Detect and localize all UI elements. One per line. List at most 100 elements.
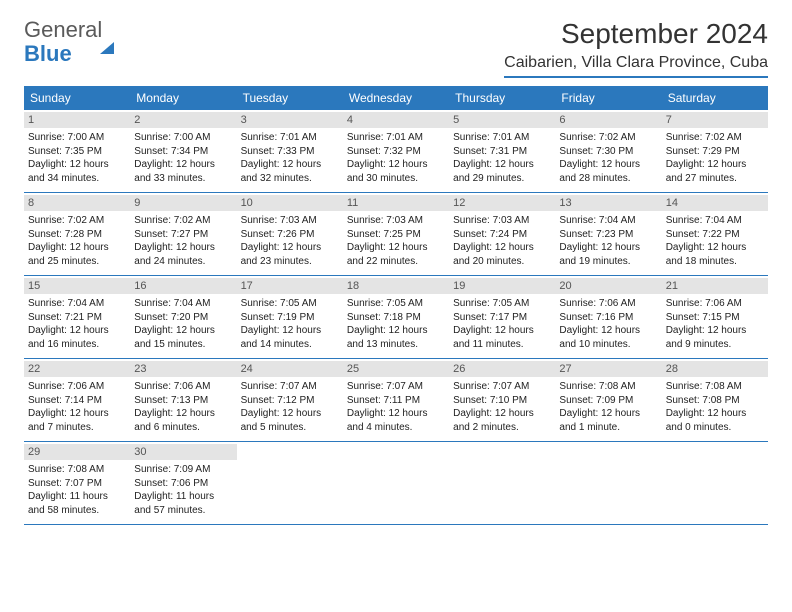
day-day2: and 16 minutes. [28, 338, 126, 352]
day-sunrise: Sunrise: 7:02 AM [559, 131, 657, 145]
day-sunrise: Sunrise: 7:07 AM [241, 380, 339, 394]
day-day2: and 25 minutes. [28, 255, 126, 269]
day-number: 20 [555, 278, 661, 294]
logo-triangle-icon [100, 17, 114, 54]
day-day2: and 33 minutes. [134, 172, 232, 186]
day-day1: Daylight: 12 hours [134, 324, 232, 338]
day-sunrise: Sunrise: 7:06 AM [559, 297, 657, 311]
day-day1: Daylight: 12 hours [559, 241, 657, 255]
day-cell: 14Sunrise: 7:04 AMSunset: 7:22 PMDayligh… [662, 193, 768, 275]
day-number: 16 [130, 278, 236, 294]
day-day1: Daylight: 12 hours [666, 324, 764, 338]
day-number: 10 [237, 195, 343, 211]
day-day2: and 10 minutes. [559, 338, 657, 352]
day-sunset: Sunset: 7:11 PM [347, 394, 445, 408]
day-number: 21 [662, 278, 768, 294]
calendar: SundayMondayTuesdayWednesdayThursdayFrid… [24, 86, 768, 525]
day-number: 11 [343, 195, 449, 211]
day-number: 8 [24, 195, 130, 211]
day-sunrise: Sunrise: 7:00 AM [134, 131, 232, 145]
day-cell: 11Sunrise: 7:03 AMSunset: 7:25 PMDayligh… [343, 193, 449, 275]
day-day1: Daylight: 12 hours [453, 241, 551, 255]
day-day2: and 32 minutes. [241, 172, 339, 186]
day-number: 18 [343, 278, 449, 294]
day-day1: Daylight: 12 hours [347, 241, 445, 255]
day-cell: 5Sunrise: 7:01 AMSunset: 7:31 PMDaylight… [449, 110, 555, 192]
weekday-header: Sunday [24, 86, 130, 110]
day-day2: and 19 minutes. [559, 255, 657, 269]
week-row: 22Sunrise: 7:06 AMSunset: 7:14 PMDayligh… [24, 359, 768, 442]
day-number: 28 [662, 361, 768, 377]
day-number: 19 [449, 278, 555, 294]
day-sunset: Sunset: 7:29 PM [666, 145, 764, 159]
week-row: 8Sunrise: 7:02 AMSunset: 7:28 PMDaylight… [24, 193, 768, 276]
day-cell: 24Sunrise: 7:07 AMSunset: 7:12 PMDayligh… [237, 359, 343, 441]
month-title: September 2024 [504, 18, 768, 50]
day-day2: and 1 minute. [559, 421, 657, 435]
day-cell: 21Sunrise: 7:06 AMSunset: 7:15 PMDayligh… [662, 276, 768, 358]
day-day2: and 4 minutes. [347, 421, 445, 435]
day-sunset: Sunset: 7:13 PM [134, 394, 232, 408]
day-sunset: Sunset: 7:35 PM [28, 145, 126, 159]
brand-text: General Blue [24, 18, 114, 66]
day-sunset: Sunset: 7:09 PM [559, 394, 657, 408]
day-day1: Daylight: 12 hours [347, 324, 445, 338]
weekday-header: Tuesday [237, 86, 343, 110]
day-sunrise: Sunrise: 7:02 AM [666, 131, 764, 145]
brand-logo: General Blue [24, 18, 114, 66]
empty-day-cell [449, 442, 555, 524]
day-sunset: Sunset: 7:26 PM [241, 228, 339, 242]
weekday-header: Wednesday [343, 86, 449, 110]
day-day1: Daylight: 12 hours [28, 324, 126, 338]
day-number: 27 [555, 361, 661, 377]
day-cell: 29Sunrise: 7:08 AMSunset: 7:07 PMDayligh… [24, 442, 130, 524]
day-cell: 27Sunrise: 7:08 AMSunset: 7:09 PMDayligh… [555, 359, 661, 441]
day-sunrise: Sunrise: 7:01 AM [241, 131, 339, 145]
day-sunset: Sunset: 7:32 PM [347, 145, 445, 159]
day-sunset: Sunset: 7:18 PM [347, 311, 445, 325]
weekday-header: Monday [130, 86, 236, 110]
day-day2: and 24 minutes. [134, 255, 232, 269]
day-day1: Daylight: 12 hours [134, 241, 232, 255]
day-cell: 12Sunrise: 7:03 AMSunset: 7:24 PMDayligh… [449, 193, 555, 275]
day-day2: and 27 minutes. [666, 172, 764, 186]
day-sunrise: Sunrise: 7:02 AM [134, 214, 232, 228]
day-cell: 8Sunrise: 7:02 AMSunset: 7:28 PMDaylight… [24, 193, 130, 275]
day-sunrise: Sunrise: 7:06 AM [134, 380, 232, 394]
day-number: 4 [343, 112, 449, 128]
day-sunrise: Sunrise: 7:04 AM [134, 297, 232, 311]
day-cell: 17Sunrise: 7:05 AMSunset: 7:19 PMDayligh… [237, 276, 343, 358]
week-row: 1Sunrise: 7:00 AMSunset: 7:35 PMDaylight… [24, 110, 768, 193]
day-number: 30 [130, 444, 236, 460]
day-sunrise: Sunrise: 7:01 AM [347, 131, 445, 145]
day-sunset: Sunset: 7:34 PM [134, 145, 232, 159]
day-number: 22 [24, 361, 130, 377]
day-day2: and 6 minutes. [134, 421, 232, 435]
day-number: 15 [24, 278, 130, 294]
day-number: 13 [555, 195, 661, 211]
day-day2: and 23 minutes. [241, 255, 339, 269]
day-cell: 6Sunrise: 7:02 AMSunset: 7:30 PMDaylight… [555, 110, 661, 192]
empty-day-cell [237, 442, 343, 524]
day-sunrise: Sunrise: 7:05 AM [453, 297, 551, 311]
day-day2: and 30 minutes. [347, 172, 445, 186]
day-sunrise: Sunrise: 7:02 AM [28, 214, 126, 228]
day-sunset: Sunset: 7:06 PM [134, 477, 232, 491]
day-cell: 22Sunrise: 7:06 AMSunset: 7:14 PMDayligh… [24, 359, 130, 441]
day-sunset: Sunset: 7:07 PM [28, 477, 126, 491]
weekday-header: Friday [555, 86, 661, 110]
day-sunrise: Sunrise: 7:06 AM [28, 380, 126, 394]
day-sunset: Sunset: 7:08 PM [666, 394, 764, 408]
day-cell: 2Sunrise: 7:00 AMSunset: 7:34 PMDaylight… [130, 110, 236, 192]
day-cell: 4Sunrise: 7:01 AMSunset: 7:32 PMDaylight… [343, 110, 449, 192]
day-day1: Daylight: 12 hours [559, 407, 657, 421]
day-sunset: Sunset: 7:20 PM [134, 311, 232, 325]
day-cell: 18Sunrise: 7:05 AMSunset: 7:18 PMDayligh… [343, 276, 449, 358]
day-cell: 7Sunrise: 7:02 AMSunset: 7:29 PMDaylight… [662, 110, 768, 192]
day-day1: Daylight: 12 hours [28, 158, 126, 172]
day-cell: 26Sunrise: 7:07 AMSunset: 7:10 PMDayligh… [449, 359, 555, 441]
day-day2: and 28 minutes. [559, 172, 657, 186]
day-day2: and 29 minutes. [453, 172, 551, 186]
day-sunrise: Sunrise: 7:08 AM [666, 380, 764, 394]
day-day1: Daylight: 12 hours [134, 407, 232, 421]
